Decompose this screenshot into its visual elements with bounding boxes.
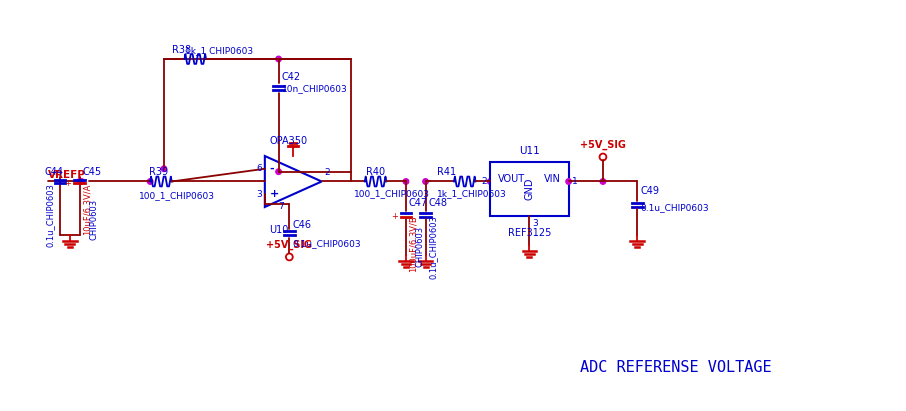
Text: CHIP0603: CHIP0603 [416, 226, 425, 267]
Text: C42: C42 [282, 72, 301, 82]
Text: 7: 7 [279, 202, 284, 211]
Circle shape [79, 179, 84, 184]
Circle shape [148, 179, 153, 184]
Text: +: + [270, 189, 279, 199]
Text: R39: R39 [149, 166, 169, 177]
Text: 1k_1_CHIP0603: 1k_1_CHIP0603 [438, 189, 507, 199]
Circle shape [423, 179, 429, 184]
Circle shape [161, 166, 167, 171]
Text: C44: C44 [44, 166, 63, 177]
Text: +5V_SIG: +5V_SIG [580, 140, 626, 150]
Text: 2: 2 [482, 177, 487, 186]
Text: 2: 2 [324, 168, 331, 177]
Text: 1: 1 [572, 177, 577, 186]
Text: R38: R38 [172, 45, 191, 55]
Text: C46: C46 [293, 220, 312, 231]
Text: C49: C49 [641, 186, 660, 196]
Circle shape [275, 169, 281, 174]
Text: +5V_SIG: +5V_SIG [266, 240, 313, 250]
Text: 10uF/6.3V/A: 10uF/6.3V/A [82, 183, 92, 235]
Text: ADC REFERENSE VOLTAGE: ADC REFERENSE VOLTAGE [580, 360, 771, 375]
Text: 1k_1 CHIP0603: 1k_1 CHIP0603 [186, 46, 254, 55]
Bar [490, 162, 569, 216]
Text: 3: 3 [533, 219, 538, 228]
Text: +: + [64, 179, 72, 188]
Text: C47: C47 [409, 198, 428, 208]
Text: C45: C45 [82, 166, 101, 177]
Text: 10n_CHIP0603: 10n_CHIP0603 [282, 84, 347, 93]
Text: U10: U10 [269, 224, 288, 235]
Circle shape [600, 179, 606, 184]
Text: R40: R40 [366, 166, 385, 177]
Text: REF3125: REF3125 [507, 228, 551, 238]
Text: -: - [270, 164, 275, 174]
Text: OPA350: OPA350 [269, 136, 307, 146]
Text: 0.1u_CHIP0603: 0.1u_CHIP0603 [45, 183, 54, 247]
Circle shape [77, 179, 82, 184]
Text: 6: 6 [256, 164, 262, 173]
Circle shape [403, 179, 409, 184]
Text: 0.1u_CHIP0603: 0.1u_CHIP0603 [641, 203, 708, 212]
Text: VIN: VIN [544, 173, 561, 184]
Text: C48: C48 [429, 198, 448, 208]
Text: CHIP0603: CHIP0603 [90, 199, 99, 240]
Circle shape [566, 179, 572, 184]
Text: VOUT: VOUT [498, 173, 525, 184]
Text: U11: U11 [519, 146, 540, 156]
Text: 0.1u_CHIP0603: 0.1u_CHIP0603 [429, 215, 438, 279]
Text: VREFP: VREFP [48, 169, 86, 180]
Text: 100_1_CHIP0603: 100_1_CHIP0603 [354, 189, 430, 199]
Text: +: + [390, 212, 398, 221]
Text: 100_1_CHIP0603: 100_1_CHIP0603 [140, 191, 216, 200]
Text: 100uF/6.3V/B: 100uF/6.3V/B [409, 215, 418, 272]
Text: R41: R41 [438, 166, 457, 177]
Text: GND: GND [525, 178, 535, 200]
Circle shape [275, 56, 281, 62]
Text: 3: 3 [256, 190, 262, 199]
Circle shape [487, 179, 493, 184]
Text: 0.1u_CHIP0603: 0.1u_CHIP0603 [293, 239, 361, 248]
